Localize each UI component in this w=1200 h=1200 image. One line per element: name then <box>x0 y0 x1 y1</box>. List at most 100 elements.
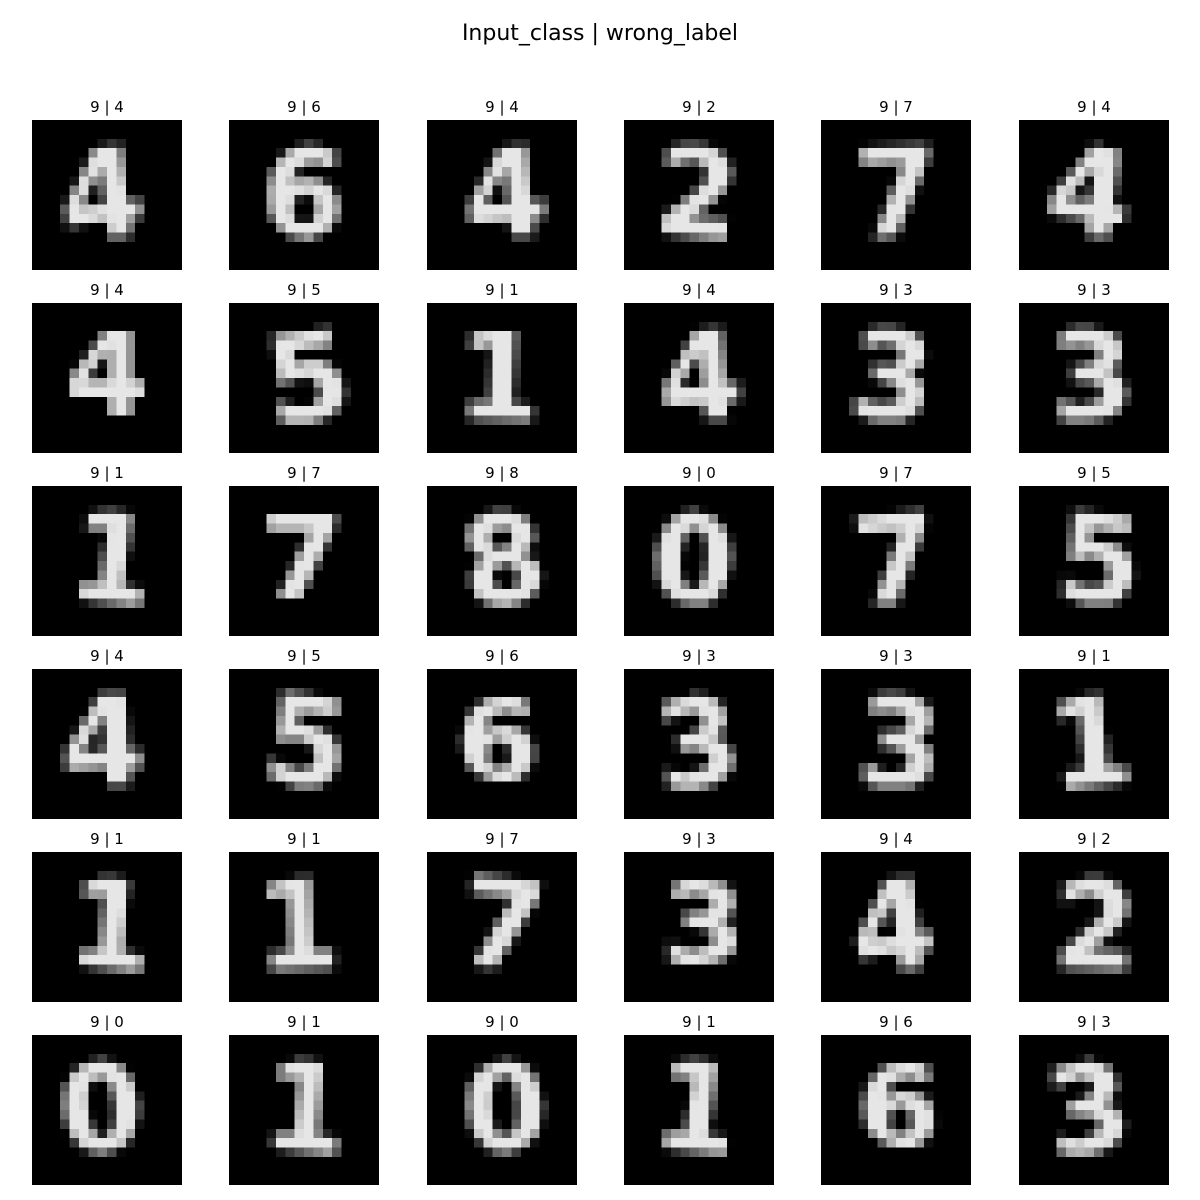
grid-cell: 9 | 4 <box>32 281 182 453</box>
cell-title: 9 | 3 <box>682 647 716 665</box>
digit-pixels <box>821 486 971 636</box>
grid-cell: 9 | 3 <box>624 830 774 1002</box>
cell-title: 9 | 6 <box>287 98 321 116</box>
digit-image <box>821 486 971 636</box>
digit-pixels <box>624 486 774 636</box>
digit-pixels <box>1019 120 1169 270</box>
cell-title: 9 | 6 <box>485 647 519 665</box>
cell-title: 9 | 4 <box>879 830 913 848</box>
grid-cell: 9 | 5 <box>1019 464 1169 636</box>
cell-title: 9 | 4 <box>90 647 124 665</box>
digit-pixels <box>229 669 379 819</box>
digit-image <box>32 120 182 270</box>
cell-title: 9 | 4 <box>1077 98 1111 116</box>
digit-image <box>32 1035 182 1185</box>
digit-image <box>624 669 774 819</box>
digit-pixels <box>1019 669 1169 819</box>
digit-image <box>1019 669 1169 819</box>
digit-image <box>427 669 577 819</box>
grid-cell: 9 | 5 <box>229 647 379 819</box>
cell-title: 9 | 7 <box>485 830 519 848</box>
digit-image <box>1019 120 1169 270</box>
digit-image <box>624 486 774 636</box>
cell-title: 9 | 2 <box>1077 830 1111 848</box>
grid-cell: 9 | 7 <box>821 464 971 636</box>
grid-cell: 9 | 3 <box>821 647 971 819</box>
digit-pixels <box>1019 303 1169 453</box>
digit-pixels <box>624 120 774 270</box>
digit-pixels <box>32 852 182 1002</box>
cell-title: 9 | 0 <box>90 1013 124 1031</box>
digit-image <box>32 303 182 453</box>
digit-image <box>821 669 971 819</box>
digit-image <box>229 303 379 453</box>
digit-image <box>427 1035 577 1185</box>
digit-pixels <box>427 303 577 453</box>
cell-title: 9 | 8 <box>485 464 519 482</box>
grid-cell: 9 | 2 <box>1019 830 1169 1002</box>
digit-pixels <box>32 486 182 636</box>
digit-pixels <box>1019 852 1169 1002</box>
cell-title: 9 | 4 <box>90 98 124 116</box>
digit-pixels <box>229 1035 379 1185</box>
grid-cell: 9 | 4 <box>427 98 577 270</box>
digit-pixels <box>821 852 971 1002</box>
digit-pixels <box>427 1035 577 1185</box>
digit-image <box>624 852 774 1002</box>
digit-pixels <box>229 303 379 453</box>
grid-cell: 9 | 0 <box>32 1013 182 1185</box>
cell-title: 9 | 6 <box>879 1013 913 1031</box>
grid-cell: 9 | 0 <box>624 464 774 636</box>
cell-title: 9 | 7 <box>287 464 321 482</box>
digit-image <box>427 120 577 270</box>
cell-title: 9 | 0 <box>485 1013 519 1031</box>
cell-title: 9 | 1 <box>90 464 124 482</box>
digit-pixels <box>1019 486 1169 636</box>
grid-cell: 9 | 1 <box>427 281 577 453</box>
grid-cell: 9 | 6 <box>821 1013 971 1185</box>
grid-cell: 9 | 7 <box>821 98 971 270</box>
digit-image <box>1019 486 1169 636</box>
grid-cell: 9 | 2 <box>624 98 774 270</box>
grid-cell: 9 | 1 <box>32 464 182 636</box>
digit-image <box>1019 303 1169 453</box>
digit-pixels <box>821 120 971 270</box>
digit-pixels <box>624 1035 774 1185</box>
grid-cell: 9 | 3 <box>1019 1013 1169 1185</box>
grid-cell: 9 | 3 <box>624 647 774 819</box>
digit-image <box>1019 1035 1169 1185</box>
digit-image <box>624 303 774 453</box>
digit-pixels <box>1019 1035 1169 1185</box>
grid-cell: 9 | 1 <box>1019 647 1169 819</box>
cell-title: 9 | 1 <box>682 1013 716 1031</box>
grid-cell: 9 | 4 <box>1019 98 1169 270</box>
cell-title: 9 | 5 <box>287 647 321 665</box>
grid-cell: 9 | 4 <box>624 281 774 453</box>
cell-title: 9 | 3 <box>1077 281 1111 299</box>
digit-pixels <box>821 669 971 819</box>
digit-pixels <box>821 303 971 453</box>
cell-title: 9 | 3 <box>879 281 913 299</box>
digit-pixels <box>624 669 774 819</box>
digit-pixels <box>32 303 182 453</box>
grid-cell: 9 | 8 <box>427 464 577 636</box>
grid-cell: 9 | 4 <box>821 830 971 1002</box>
digit-pixels <box>624 303 774 453</box>
grid-cell: 9 | 1 <box>624 1013 774 1185</box>
digit-image <box>624 1035 774 1185</box>
digit-pixels <box>32 1035 182 1185</box>
digit-image <box>32 669 182 819</box>
cell-title: 9 | 4 <box>682 281 716 299</box>
cell-title: 9 | 2 <box>682 98 716 116</box>
digit-pixels <box>821 1035 971 1185</box>
digit-pixels <box>427 120 577 270</box>
digit-image <box>229 486 379 636</box>
grid-cell: 9 | 5 <box>229 281 379 453</box>
digit-image <box>229 120 379 270</box>
digit-image <box>32 486 182 636</box>
grid-cell: 9 | 1 <box>32 830 182 1002</box>
cell-title: 9 | 3 <box>682 830 716 848</box>
digit-image <box>32 852 182 1002</box>
cell-title: 9 | 7 <box>879 98 913 116</box>
grid-cell: 9 | 4 <box>32 98 182 270</box>
